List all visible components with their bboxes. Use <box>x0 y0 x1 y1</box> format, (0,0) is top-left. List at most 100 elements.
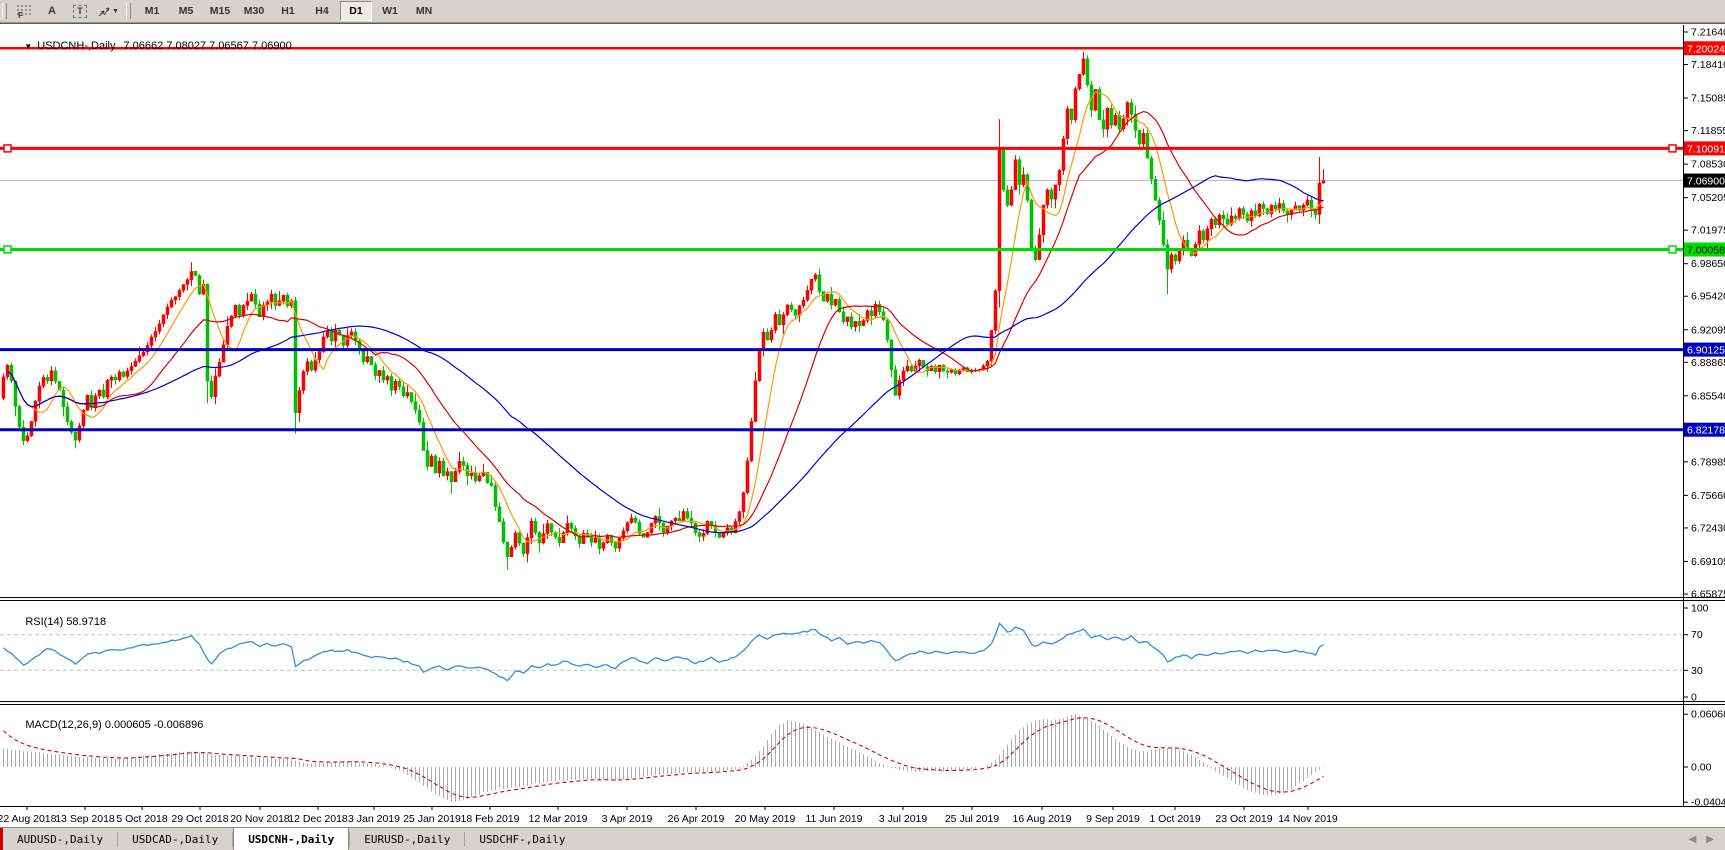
arrows-tool-button[interactable]: ▼ <box>95 1 121 21</box>
svg-text:7.21640: 7.21640 <box>1691 27 1725 39</box>
x-axis-date-label: 3 Jul 2019 <box>879 813 928 825</box>
drawing-toolbar: F A T ▼ <box>10 1 122 21</box>
svg-text:6.98650: 6.98650 <box>1691 258 1725 270</box>
tab-separator <box>117 832 119 847</box>
toolbar-grip[interactable] <box>2 3 7 19</box>
price-badge-7.00058 <box>1684 242 1725 257</box>
x-axis-date-label: 3 Jan 2019 <box>348 813 400 825</box>
timeframe-toolbar: M1 M5 M15 M30 H1 H4 D1 W1 MN <box>135 1 441 21</box>
chart-tab-bar: AUDUSD-,Daily USDCAD-,Daily USDCNH-,Daily E… <box>0 827 1725 850</box>
x-axis-date-label: 5 Oct 2018 <box>116 813 168 825</box>
timeframe-button-m1[interactable]: M1 <box>144 5 160 17</box>
x-axis-date-label: 29 Oct 2018 <box>171 813 228 825</box>
rsi-name: RSI(14) <box>25 616 64 628</box>
timeframe-button-m30[interactable]: M30 <box>243 5 265 17</box>
x-axis-date-label: 26 Apr 2019 <box>668 813 725 825</box>
svg-text:6.92095: 6.92095 <box>1691 324 1725 336</box>
macd-values: 0.000605 -0.006896 <box>104 719 204 731</box>
x-axis-date-label: 11 Jun 2019 <box>805 813 862 825</box>
svg-text:0.060687: 0.060687 <box>1691 709 1725 721</box>
tabs-container: AUDUSD-,Daily USDCAD-,Daily USDCNH-,Daily E… <box>3 828 579 850</box>
x-axis-date-label: 23 Oct 2019 <box>1215 813 1272 825</box>
chart-canvas[interactable]: 7.21640 7.18410 7.15085 7.11855 7.08530 7.052… <box>0 24 1725 828</box>
timeframe-button-w1[interactable]: W1 <box>382 5 398 17</box>
tab-separator <box>349 832 351 847</box>
svg-text:7.05205: 7.05205 <box>1691 192 1725 204</box>
svg-text:7.10091: 7.10091 <box>1687 143 1725 155</box>
x-axis-date-label: 25 Jan 2019 <box>403 813 461 825</box>
rsi-indicator-label: RSI(14) 58.9718 <box>7 604 106 640</box>
chart-tab-usdcnh[interactable]: USDCNH-,Daily <box>233 828 350 850</box>
chart-tab-eurusd[interactable]: EURUSD-,Daily <box>364 833 451 846</box>
text-label-tool-button[interactable]: T <box>67 1 93 21</box>
svg-text:6.78985: 6.78985 <box>1691 456 1725 468</box>
svg-text:7.08530: 7.08530 <box>1691 159 1725 171</box>
fibonacci-tool-button[interactable]: F <box>11 1 37 21</box>
x-axis-date-label: 12 Mar 2019 <box>529 813 588 825</box>
svg-text:0: 0 <box>1691 692 1697 704</box>
timeframe-button-d1[interactable]: D1 <box>340 1 372 21</box>
price-badge-7.10091 <box>1684 141 1725 156</box>
x-axis-date-label: 25 Jul 2019 <box>945 813 999 825</box>
tab-bar-edge-marker <box>0 828 3 850</box>
hline-anchor-marker[interactable] <box>3 144 12 153</box>
chart-symbol-period: USDCNH-,Daily <box>37 40 116 52</box>
window-menu-icon[interactable]: ▼ <box>24 42 33 51</box>
timeframe-button-h4[interactable]: H4 <box>315 5 329 17</box>
timeframe-button-m5[interactable]: M5 <box>178 5 194 17</box>
tab-scrollers: ◀ ▶ <box>1684 828 1725 850</box>
svg-text:70: 70 <box>1691 629 1703 641</box>
x-axis-date-label: 14 Nov 2019 <box>1278 813 1338 825</box>
svg-text:6.95420: 6.95420 <box>1691 291 1725 303</box>
hline-anchor-marker[interactable] <box>1668 144 1677 153</box>
hline-anchor-marker[interactable] <box>3 245 12 254</box>
svg-text:7.18410: 7.18410 <box>1691 59 1725 71</box>
svg-text:100: 100 <box>1691 603 1709 615</box>
timeframe-button-mn[interactable]: MN <box>415 5 433 17</box>
timeframe-button-m15[interactable]: M15 <box>209 5 231 17</box>
text-label-icon: T <box>73 4 87 18</box>
x-axis-date-label: 3 Apr 2019 <box>602 813 653 825</box>
svg-text:-0.040432: -0.040432 <box>1691 797 1725 809</box>
svg-text:7.00058: 7.00058 <box>1687 245 1725 257</box>
price-badge-6.82178 <box>1684 422 1725 437</box>
chart-tab-usdchf[interactable]: USDCHF-,Daily <box>479 833 566 846</box>
svg-text:6.90125: 6.90125 <box>1687 345 1725 357</box>
svg-text:6.75660: 6.75660 <box>1691 490 1725 502</box>
x-axis-date-label: 22 Aug 2018 <box>0 813 57 825</box>
price-badge-7.20024 <box>1684 41 1725 56</box>
timeframe-button-h1[interactable]: H1 <box>281 5 295 17</box>
toolbar-grip-2[interactable] <box>126 3 131 19</box>
svg-text:7.15085: 7.15085 <box>1691 93 1725 105</box>
svg-text:F: F <box>18 11 23 18</box>
svg-text:6.82178: 6.82178 <box>1687 425 1725 437</box>
x-axis-date-label: 13 Sep 2018 <box>55 813 115 825</box>
svg-text:7.01975: 7.01975 <box>1691 225 1725 237</box>
svg-text:7.11855: 7.11855 <box>1691 125 1725 137</box>
x-axis-date-label: 12 Dec 2018 <box>288 813 348 825</box>
tab-scroll-left-icon[interactable]: ◀ <box>1688 834 1697 845</box>
svg-text:6.65875: 6.65875 <box>1691 589 1725 601</box>
hline-anchor-marker[interactable] <box>1668 245 1677 254</box>
svg-text:6.88865: 6.88865 <box>1691 357 1725 369</box>
chart-ohlc-values: 7.06662 7.08027 7.06567 7.06900 <box>123 40 292 52</box>
chart-tab-audusd[interactable]: AUDUSD-,Daily <box>17 833 104 846</box>
price-badge-7.06900 <box>1684 173 1725 188</box>
price-badge-6.90125 <box>1684 342 1725 357</box>
svg-text:0.00: 0.00 <box>1691 762 1712 774</box>
x-axis-date-label: 16 Aug 2019 <box>1013 813 1072 825</box>
svg-text:6.72430: 6.72430 <box>1691 522 1725 534</box>
chart-tab-usdcad[interactable]: USDCAD-,Daily <box>132 833 219 846</box>
tab-separator <box>232 832 234 847</box>
svg-text:7.06900: 7.06900 <box>1687 176 1725 188</box>
svg-text:6.69105: 6.69105 <box>1691 556 1725 568</box>
toolbar: F A T ▼ M1 M5 M15 M30 H1 H4 D1 W1 MN <box>0 0 1725 23</box>
macd-name: MACD(12,26,9) <box>25 719 102 731</box>
x-axis-date-label: 18 Feb 2019 <box>461 813 520 825</box>
tab-scroll-right-icon[interactable]: ▶ <box>1706 834 1714 845</box>
x-axis-date-label: 20 Nov 2018 <box>230 813 290 825</box>
text-tool-button[interactable]: A <box>48 5 56 17</box>
svg-text:7.20024: 7.20024 <box>1687 43 1725 55</box>
svg-text:30: 30 <box>1691 665 1703 677</box>
